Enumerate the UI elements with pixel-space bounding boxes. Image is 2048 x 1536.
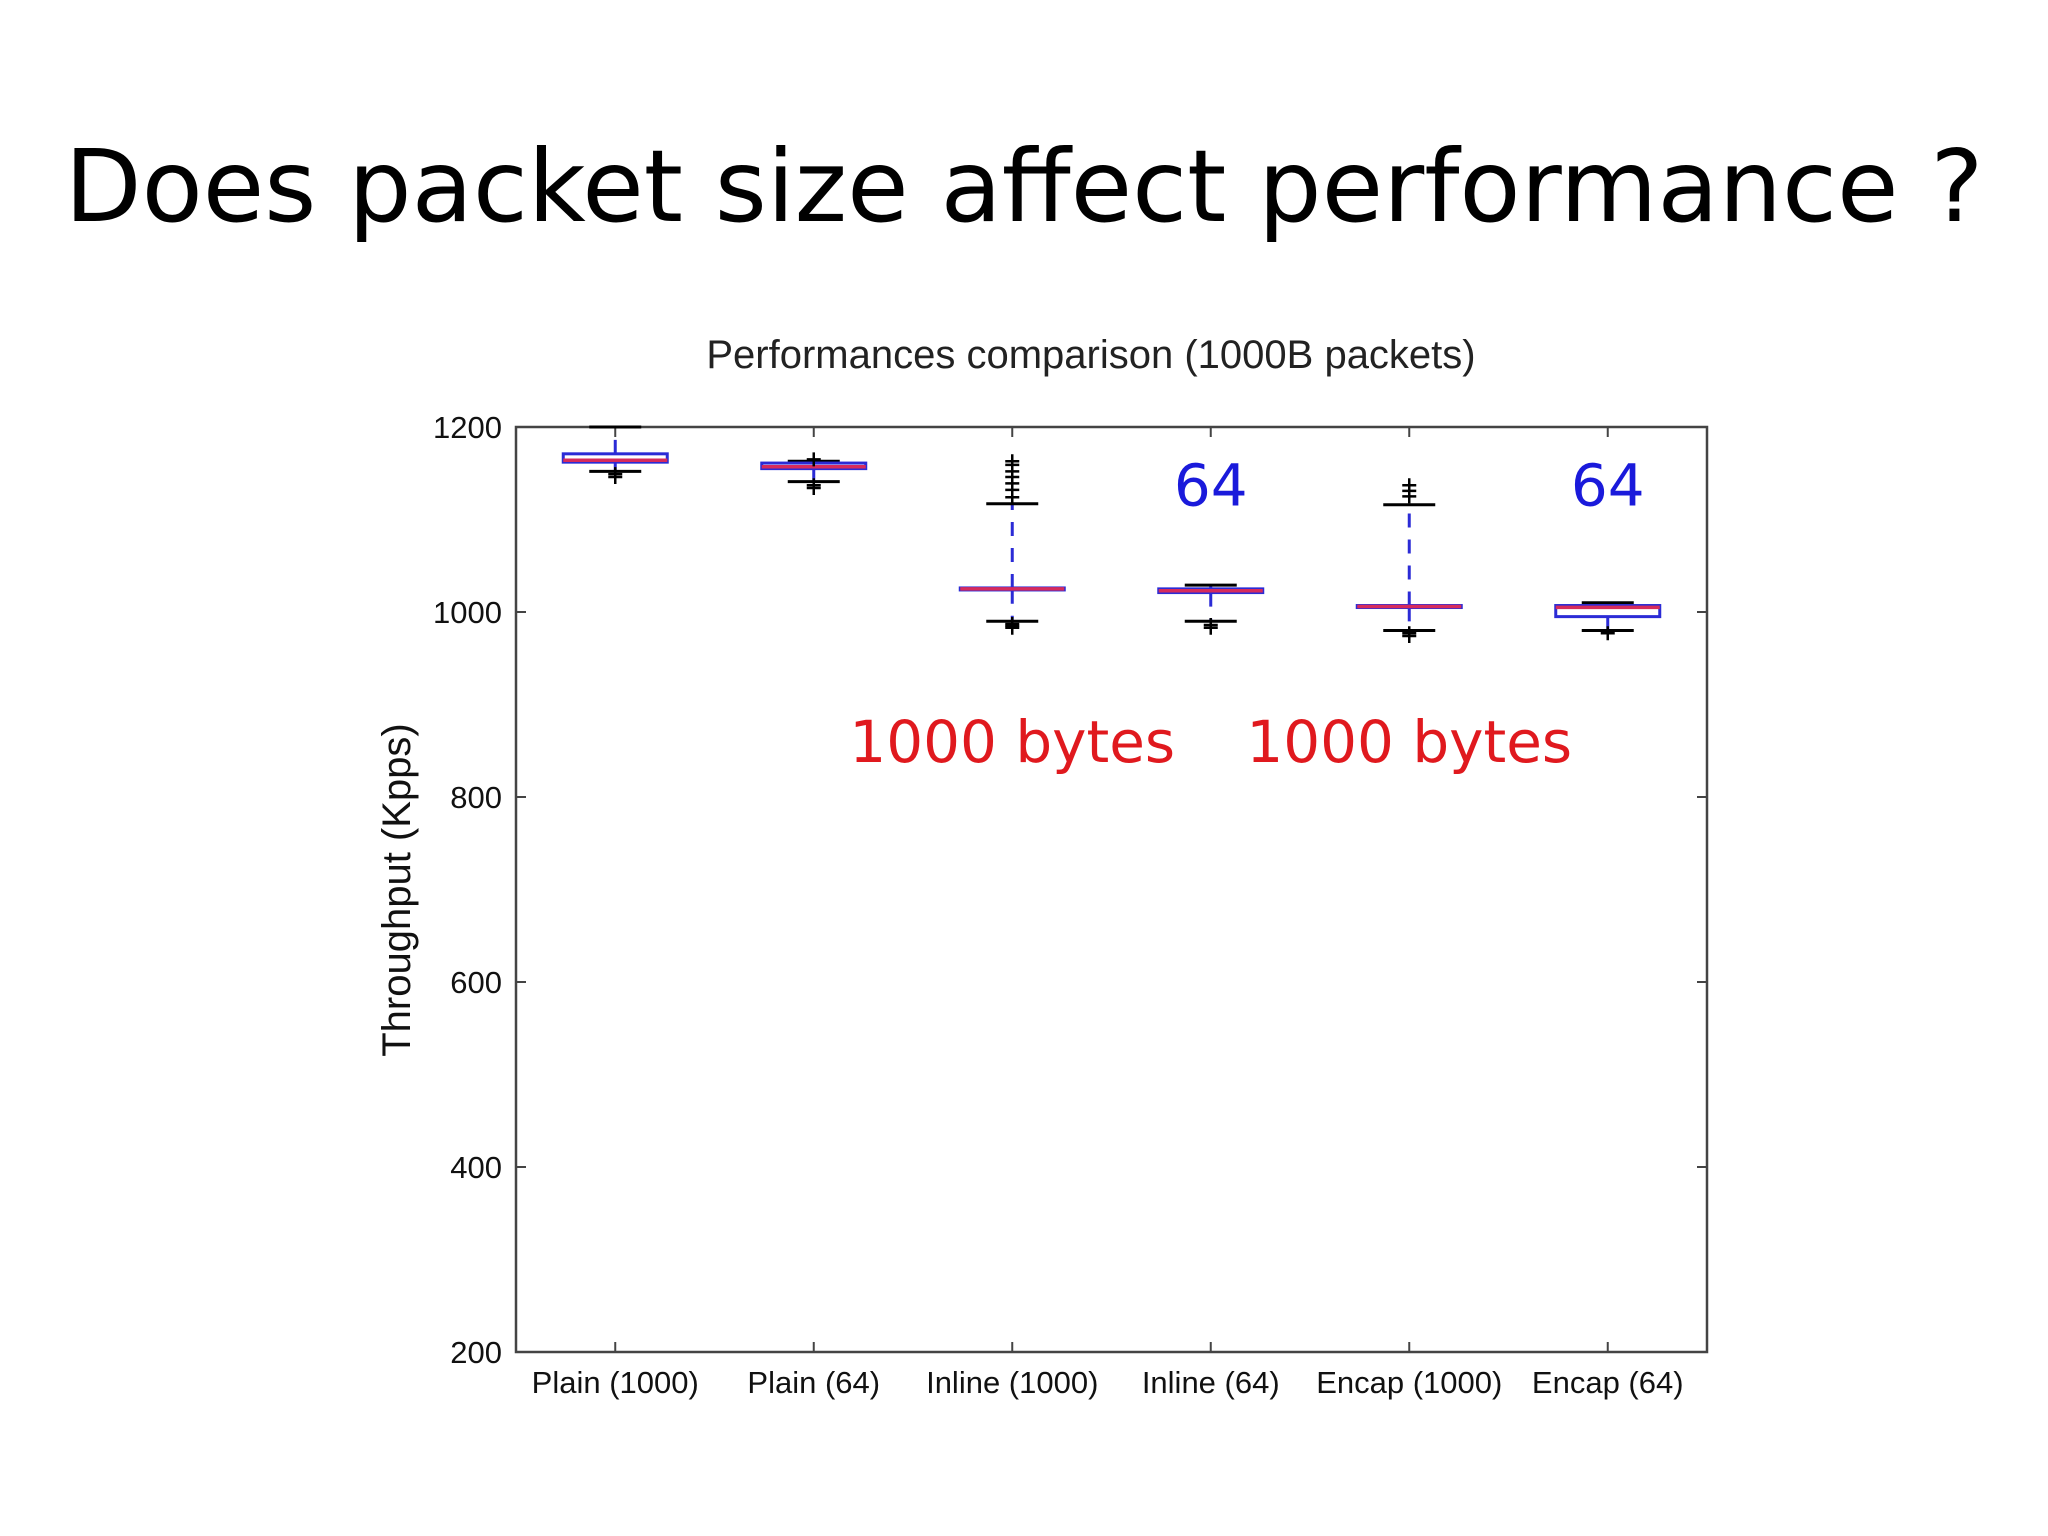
tick-layer: 200 400 600 800 1000 1200 Plain (1000) Plain (6…: [433, 410, 1707, 1400]
box-layer: [561, 425, 1662, 644]
outlier-marker: [608, 469, 623, 484]
plot-area-frame: [514, 425, 1709, 1354]
y-tick-label: 1200: [433, 410, 502, 445]
chart-title: Performances comparison (1000B packets): [706, 333, 1475, 377]
x-tick-label: Plain (1000): [532, 1365, 699, 1400]
box-iqr: [561, 452, 669, 464]
y-axis-label: Throughput (Kpps): [375, 723, 419, 1057]
x-tick-label: Inline (1000): [926, 1365, 1098, 1400]
annotation-label: 64: [1571, 452, 1645, 520]
annotation-label: 64: [1174, 452, 1248, 520]
annotation-label: 1000 bytes: [1246, 708, 1572, 776]
annotation-label: 1000 bytes: [849, 708, 1175, 776]
y-tick-label: 1000: [433, 595, 502, 630]
outlier-marker: [1402, 629, 1417, 644]
x-tick-label: Plain (64): [747, 1365, 880, 1400]
outlier-marker: [1402, 478, 1417, 493]
outlier-marker: [1203, 620, 1218, 635]
x-tick-label: Encap (64): [1532, 1365, 1684, 1400]
outlier-marker: [1600, 626, 1615, 641]
y-tick-label: 400: [450, 1150, 502, 1185]
x-tick-label: Encap (1000): [1316, 1365, 1502, 1400]
slide-title: Does packet size affect performance ?: [64, 128, 1984, 245]
outlier-marker: [1005, 454, 1020, 469]
y-tick-label: 800: [450, 780, 502, 815]
y-tick-label: 600: [450, 965, 502, 1000]
x-tick-label: Inline (64): [1142, 1365, 1280, 1400]
y-tick-label: 200: [450, 1335, 502, 1370]
box-iqr: [1554, 604, 1662, 619]
annotation-layer: 64 64 1000 bytes 1000 bytes: [849, 452, 1644, 776]
outlier-marker: [806, 452, 821, 467]
outlier-marker: [806, 481, 821, 496]
outlier-marker: [1005, 620, 1020, 635]
